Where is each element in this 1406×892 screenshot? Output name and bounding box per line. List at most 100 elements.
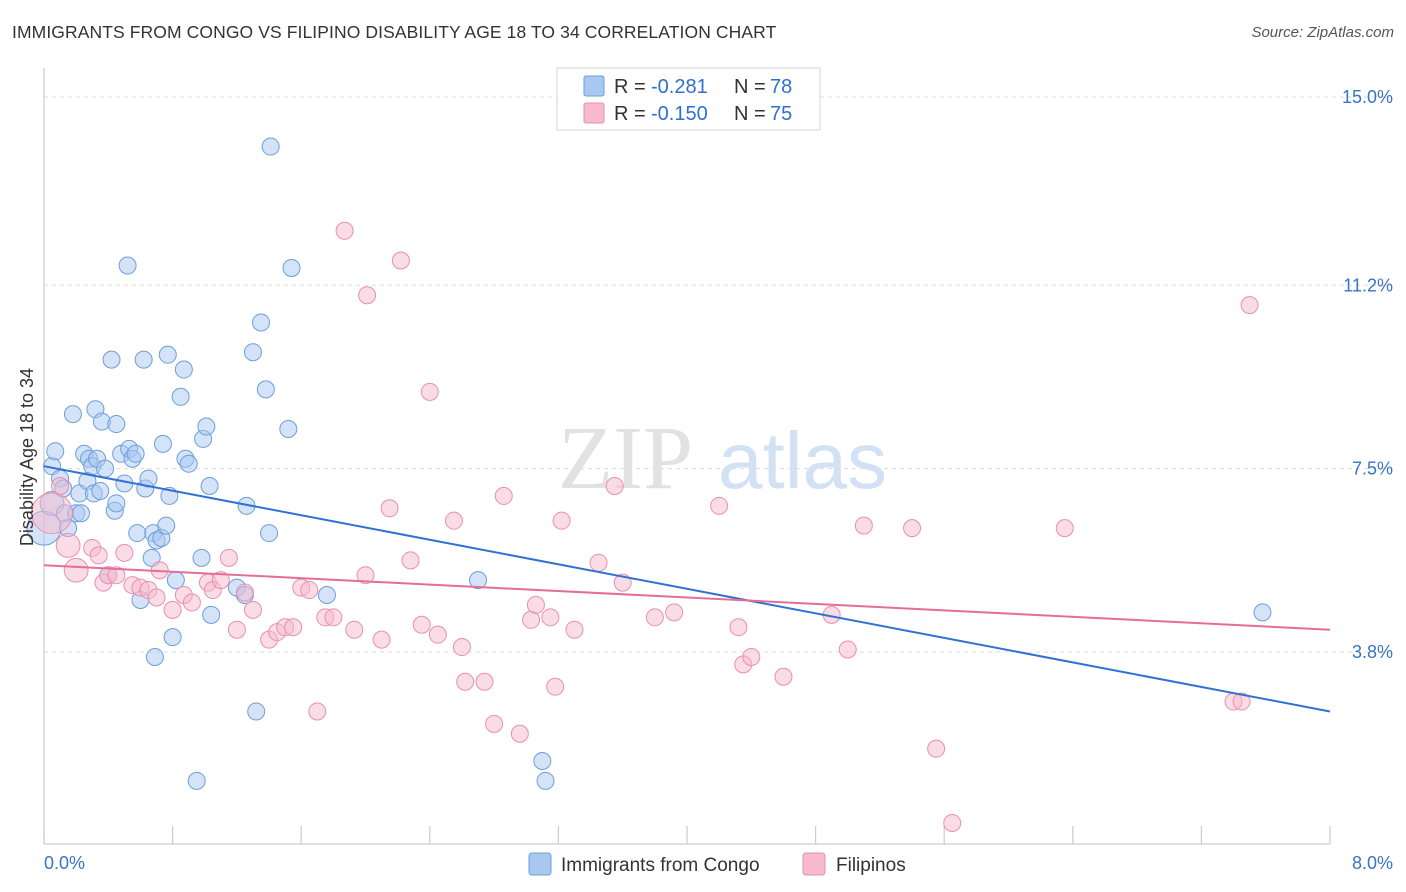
filipinos-point [710,496,729,515]
legend-swatch-congo [583,75,605,97]
congo-point [282,258,301,277]
y-tick-label: 11.2% [1343,275,1393,295]
legend: R = -0.281 N = 78 R = -0.150 N = 75 [556,67,821,131]
filipinos-point [1240,296,1259,315]
filipinos-point [510,724,529,743]
filipinos-point [927,739,946,758]
tick-labels: 3.8% 7.5% 11.2% 15.0% 0.0% 8.0% [44,87,1393,873]
bottom-legend-swatch-filipinos [802,852,826,876]
filipinos-point [420,382,439,401]
filipinos-point [565,620,584,639]
filipinos-point [742,647,761,666]
filipinos-point [729,618,748,637]
legend-r-value-congo: -0.281 [651,76,708,98]
filipinos-point [391,251,410,270]
legend-r-label-filipinos: R = [614,103,646,125]
filipinos-point [605,476,624,495]
y-axis-label: Disability Age 18 to 34 [17,368,37,546]
filipinos-point [380,499,399,518]
grid-lines [44,96,1392,653]
filipinos-point [147,588,166,607]
congo-point [171,387,190,406]
filipinos-point [589,553,608,572]
congo-point [46,442,65,461]
congo-point [145,647,164,666]
filipinos-point [526,595,545,614]
legend-n-value-filipinos: 75 [770,103,792,125]
filipinos-point [115,543,134,562]
filipinos-point [943,813,962,832]
congo-point [107,494,126,513]
watermark-atlas: atlas [718,416,887,505]
source-credit: Source: ZipAtlas.com [1251,24,1394,41]
filipinos-point [163,600,182,619]
filipinos-point [356,566,375,585]
y-tick-label: 7.5% [1352,459,1393,479]
filipinos-point [227,620,246,639]
filipinos-point [552,511,571,530]
filipinos-point [452,638,471,657]
trend-lines [43,465,1331,713]
congo-point [157,516,176,535]
filipinos-point [31,492,73,535]
congo-point [174,360,193,379]
congo-point [279,420,298,439]
filipinos-point [546,677,565,696]
filipinos-point [324,608,343,627]
filipinos-point [444,511,463,530]
congo-point [202,605,221,624]
filipinos-point [665,603,684,622]
filipinos-point [300,581,319,600]
filipinos-point [51,476,70,495]
bottom-legend: Immigrants from Congo Filipinos [528,852,906,876]
congo-point [192,548,211,567]
filipinos-point [485,714,504,733]
watermark-zip: ZIP [558,409,693,508]
congo-point [469,571,488,590]
congo-point [166,571,185,590]
filipinos-trend-line [43,564,1331,631]
congo-point [126,444,145,463]
filipinos-point [428,625,447,644]
congo-point [91,481,110,500]
filipinos-point [63,557,89,583]
congo-point [128,524,147,543]
legend-r-label-congo: R = [614,76,646,98]
legend-n-label-congo: N = [734,76,766,98]
congo-point [118,256,137,275]
filipinos-point [774,667,793,686]
congo-point [261,137,280,156]
x-tick-label: 0.0% [44,853,85,873]
congo-point [187,771,206,790]
congo-point [200,476,219,495]
congo-point [107,415,126,434]
filipinos-point [854,516,873,535]
congo-point [533,752,552,771]
legend-n-value-congo: 78 [770,76,792,98]
congo-point [63,405,82,424]
x-tick-label: 8.0% [1352,853,1393,873]
filipinos-point [235,583,254,602]
congo-point [134,350,153,369]
filipinos-point [838,640,857,659]
filipinos-point [494,486,513,505]
congo-point [96,459,115,478]
bottom-legend-swatch-congo [528,852,552,876]
filipinos-point [55,533,81,558]
filipinos-point [903,519,922,538]
congo-point [197,417,216,436]
congo-point [71,504,90,523]
bottom-legend-label-congo: Immigrants from Congo [561,855,760,876]
congo-point [158,345,177,364]
filipinos-point [182,593,201,612]
congo-point [252,313,271,332]
legend-r-value-filipinos: -0.150 [651,103,708,125]
filipinos-point [358,286,377,305]
filipinos-point [107,566,126,585]
series-filipinos-points [31,221,1259,832]
filipinos-point [335,221,354,240]
filipinos-point [1232,692,1251,711]
filipinos-point [412,615,431,634]
filipinos-point [541,608,560,627]
legend-n-label-filipinos: N = [734,103,766,125]
